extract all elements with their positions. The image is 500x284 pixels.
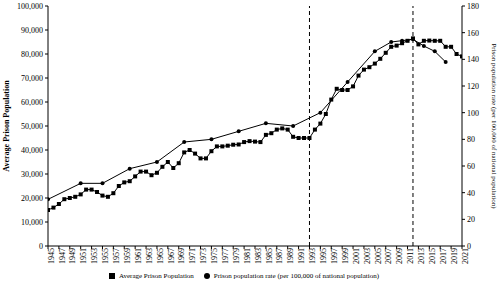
svg-text:90,000: 90,000 (21, 26, 43, 35)
svg-text:50,000: 50,000 (21, 122, 43, 131)
svg-text:40: 40 (467, 189, 475, 198)
svg-text:1953: 1953 (90, 248, 99, 264)
svg-text:2013: 2013 (417, 248, 426, 264)
svg-text:1961: 1961 (134, 248, 143, 264)
svg-text:2005: 2005 (374, 248, 383, 264)
svg-text:40,000: 40,000 (21, 146, 43, 155)
svg-text:160: 160 (467, 29, 479, 38)
svg-text:1991: 1991 (297, 248, 306, 264)
svg-text:100,000: 100,000 (17, 2, 43, 11)
svg-text:2019: 2019 (450, 248, 459, 264)
svg-text:Average Prison Population: Average Prison Population (8, 80, 11, 172)
svg-text:1997: 1997 (330, 248, 339, 264)
svg-text:140: 140 (467, 55, 479, 64)
svg-text:180: 180 (467, 2, 479, 11)
svg-text:2007: 2007 (384, 248, 393, 264)
svg-text:1967: 1967 (167, 248, 176, 264)
html-text:Average Prison Population: Average Prison Population (118, 272, 194, 280)
html-text:Prison population rate (per 10: Prison population rate (per 100,000 of n… (213, 272, 380, 280)
svg-text:0: 0 (39, 242, 43, 251)
svg-text:1949: 1949 (68, 248, 77, 264)
svg-text:0: 0 (467, 242, 471, 251)
svg-text:60: 60 (467, 162, 475, 171)
svg-text:1989: 1989 (286, 248, 295, 264)
svg-text:Prison population rate (per 10: Prison population rate (per 100,000 of n… (490, 43, 492, 209)
svg-text:2009: 2009 (395, 248, 404, 264)
svg-text:1957: 1957 (112, 248, 121, 264)
svg-text:1985: 1985 (265, 248, 274, 264)
svg-text:120: 120 (467, 82, 479, 91)
svg-text:70,000: 70,000 (21, 74, 43, 83)
svg-text:80: 80 (467, 135, 475, 144)
svg-text:1965: 1965 (156, 248, 165, 264)
svg-text:2003: 2003 (363, 248, 372, 264)
svg-text:60,000: 60,000 (21, 98, 43, 107)
svg-text:1987: 1987 (275, 248, 284, 264)
svg-text:1993: 1993 (308, 248, 317, 264)
svg-text:1977: 1977 (221, 248, 230, 264)
svg-text:20,000: 20,000 (21, 194, 43, 203)
svg-text:1975: 1975 (210, 248, 219, 264)
svg-text:1969: 1969 (177, 248, 186, 264)
svg-text:80,000: 80,000 (21, 50, 43, 59)
svg-text:1951: 1951 (79, 248, 88, 264)
svg-text:1995: 1995 (319, 248, 328, 264)
svg-text:1999: 1999 (341, 248, 350, 264)
svg-text:2001: 2001 (352, 248, 361, 264)
svg-text:1983: 1983 (254, 248, 263, 264)
svg-text:1981: 1981 (243, 248, 252, 264)
svg-text:1979: 1979 (232, 248, 241, 264)
svg-text:20: 20 (467, 215, 475, 224)
svg-text:1973: 1973 (199, 248, 208, 264)
svg-text:1955: 1955 (101, 248, 110, 264)
svg-text:1945: 1945 (47, 248, 56, 264)
svg-text:2021: 2021 (460, 248, 470, 264)
svg-text:100: 100 (467, 109, 479, 118)
svg-text:1947: 1947 (58, 248, 67, 264)
svg-text:2017: 2017 (439, 248, 448, 264)
svg-text:2015: 2015 (428, 248, 437, 264)
svg-text:1971: 1971 (188, 248, 197, 264)
svg-text:1963: 1963 (145, 248, 154, 264)
svg-text:30,000: 30,000 (21, 170, 43, 179)
svg-text:10,000: 10,000 (21, 218, 43, 227)
svg-text:1959: 1959 (123, 248, 132, 264)
svg-text:2011: 2011 (406, 248, 415, 264)
